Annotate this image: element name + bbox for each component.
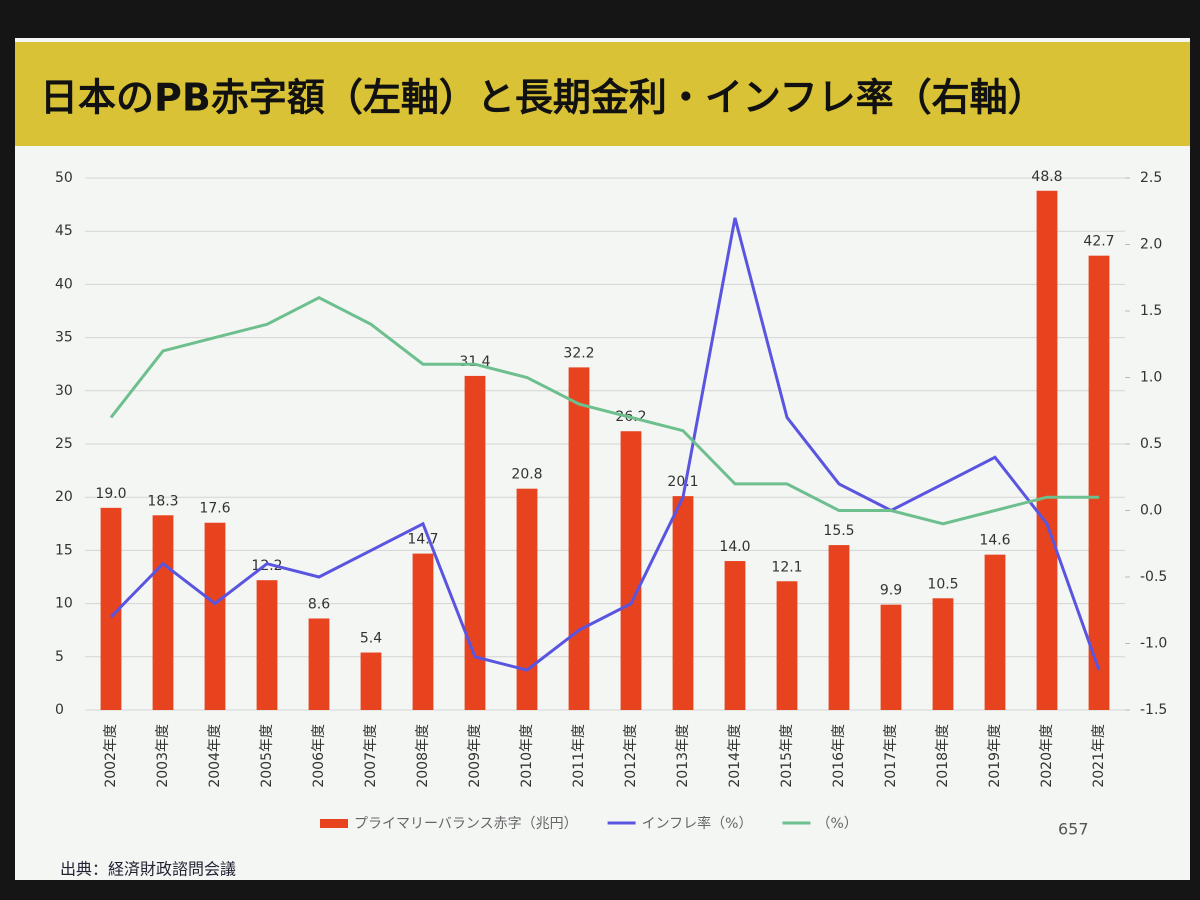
data-label: 14.6 <box>979 533 1010 549</box>
bar <box>932 598 954 710</box>
legend-label: （%） <box>816 816 857 832</box>
x-tick-label: 2010年度 <box>519 724 535 788</box>
bar <box>984 554 1006 710</box>
data-label: 20.1 <box>667 474 698 490</box>
x-tick-label: 2012年度 <box>623 724 639 788</box>
title-band <box>15 42 1190 146</box>
bar <box>828 545 850 710</box>
y2-tick-label: 0.0 <box>1140 503 1162 519</box>
x-tick-label: 2018年度 <box>935 724 951 788</box>
bar <box>568 367 590 710</box>
data-label: 42.7 <box>1083 234 1114 250</box>
data-label: 48.8 <box>1031 169 1062 185</box>
y-tick-label: 30 <box>55 383 73 399</box>
page-number: 657 <box>1058 820 1089 839</box>
x-tick-label: 2008年度 <box>415 724 431 788</box>
data-label: 5.4 <box>360 631 382 647</box>
x-tick-label: 2020年度 <box>1039 724 1055 788</box>
data-label: 15.5 <box>823 523 854 539</box>
x-tick-label: 2013年度 <box>675 724 691 788</box>
y2-tick-label: -1.5 <box>1140 702 1167 718</box>
x-tick-label: 2011年度 <box>571 724 587 788</box>
data-label: 17.6 <box>199 501 230 517</box>
bar <box>256 580 278 710</box>
bar <box>776 581 798 710</box>
y2-tick-label: 2.5 <box>1140 170 1162 186</box>
bar <box>672 496 694 710</box>
line <box>109 217 1101 672</box>
bar <box>100 507 122 710</box>
y2-tick-label: 1.0 <box>1140 370 1162 386</box>
x-tick-label: 2014年度 <box>727 724 743 788</box>
x-tick-label: 2006年度 <box>311 724 327 788</box>
x-tick-label: 2005年度 <box>259 724 275 788</box>
bar <box>360 652 382 710</box>
y-tick-label: 10 <box>55 596 73 612</box>
data-label: 20.8 <box>511 467 542 483</box>
data-label: 10.5 <box>927 576 958 592</box>
y-tick-label: 35 <box>55 330 73 346</box>
data-label: 18.3 <box>147 493 178 509</box>
bar <box>620 431 642 710</box>
x-tick-label: 2017年度 <box>883 724 899 788</box>
bar <box>412 553 434 710</box>
x-tick-label: 2019年度 <box>987 724 1003 788</box>
x-tick-label: 2021年度 <box>1091 724 1107 788</box>
slide <box>15 38 1190 880</box>
bar <box>880 604 902 710</box>
x-tick-label: 2007年度 <box>363 724 379 788</box>
bar <box>464 375 486 710</box>
x-tick-label: 2003年度 <box>155 724 171 788</box>
bar <box>152 515 174 710</box>
y2-tick-label: 2.0 <box>1140 237 1162 253</box>
y-tick-label: 25 <box>55 436 73 452</box>
data-label: 8.6 <box>308 596 330 612</box>
data-label: 12.1 <box>771 559 802 575</box>
bar <box>724 561 746 710</box>
x-tick-label: 2002年度 <box>103 724 119 788</box>
chart-title: 日本のPB赤字額（左軸）と長期金利・インフレ率（右軸） <box>40 76 1046 120</box>
y2-tick-label: -0.5 <box>1140 569 1167 585</box>
bar <box>1036 190 1058 710</box>
x-tick-label: 2004年度 <box>207 724 223 788</box>
line <box>109 296 1099 526</box>
bar <box>516 488 538 710</box>
x-tick-label: 2009年度 <box>467 724 483 788</box>
y2-tick-label: 1.5 <box>1140 303 1162 319</box>
legend-label: インフレ率（%） <box>642 815 753 832</box>
y-tick-label: 15 <box>55 542 73 558</box>
source: 出典：経済財政諮問会議 <box>60 860 236 879</box>
y2-tick-label: -1.0 <box>1140 636 1167 652</box>
y-tick-label: 5 <box>55 649 64 665</box>
data-label: 14.0 <box>719 539 750 555</box>
x-tick-label: 2015年度 <box>779 724 795 788</box>
y-tick-label: 45 <box>55 223 73 239</box>
legend-label: プライマリーバランス赤字（兆円） <box>354 816 578 832</box>
y-tick-label: 50 <box>55 170 73 186</box>
y-tick-label: 0 <box>55 702 64 718</box>
data-label: 14.7 <box>407 532 438 548</box>
y2-tick-label: 0.5 <box>1140 436 1162 452</box>
legend-swatch <box>320 819 348 828</box>
x-tick-label: 2016年度 <box>831 724 847 788</box>
data-label: 19.0 <box>95 486 126 502</box>
y-tick-label: 40 <box>55 276 73 292</box>
bar <box>204 522 226 710</box>
y-tick-label: 20 <box>55 489 73 505</box>
bar <box>308 618 330 710</box>
data-label: 32.2 <box>563 345 594 361</box>
data-label: 9.9 <box>880 583 902 599</box>
bar <box>1088 255 1110 710</box>
